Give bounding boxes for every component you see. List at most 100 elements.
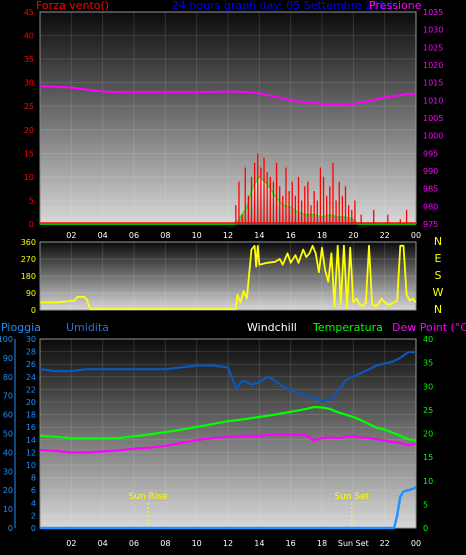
wind-axis-tick: 10 xyxy=(24,173,34,182)
direction-axis-tick: 0 xyxy=(31,306,36,315)
rain-axis-tick: 60 xyxy=(3,411,13,420)
pressure-axis-tick: 1015 xyxy=(423,79,443,88)
pressure-axis-tick: 1020 xyxy=(423,61,443,70)
humidity-axis-tick: 12 xyxy=(26,448,36,457)
wind-axis-tick: 25 xyxy=(24,102,34,111)
pressure-axis-tick: 1005 xyxy=(423,114,443,123)
rain-axis-tick: 20 xyxy=(3,486,13,495)
time-axis-tick: 22 xyxy=(380,231,390,240)
temperature-axis-tick: 15 xyxy=(423,453,433,462)
time-axis-tick: 18 xyxy=(317,231,327,240)
pressure-label: Pressione xyxy=(369,0,422,12)
time-axis-tick: 14 xyxy=(254,231,264,240)
pressure-axis-tick: 1010 xyxy=(423,96,443,105)
compass-label: E xyxy=(435,252,442,265)
wind-axis-tick: 35 xyxy=(24,55,34,64)
wind-pressure-plot-area xyxy=(39,11,417,225)
compass-label: N xyxy=(434,235,442,248)
time-axis-tick: 00 xyxy=(411,231,421,240)
compass-label: S xyxy=(435,269,442,282)
humidity-axis-tick: 6 xyxy=(31,486,36,495)
pressure-axis-tick: 1025 xyxy=(423,43,443,52)
pressure-axis-tick: 1000 xyxy=(423,132,443,141)
humidity-axis-tick: 26 xyxy=(26,360,36,369)
chart-title: 24 hours graph day: 05 Settembre 2013 xyxy=(172,0,393,12)
time-axis-tick: 10 xyxy=(192,539,202,548)
wind-axis-tick: 0 xyxy=(29,220,34,229)
rain-axis-tick: 70 xyxy=(3,392,13,401)
time-axis-tick: 00 xyxy=(411,539,421,548)
humidity-label: Umidita xyxy=(66,321,109,334)
humidity-axis-tick: 30 xyxy=(26,335,36,344)
temperature-line xyxy=(39,405,417,442)
wind-axis-tick: 30 xyxy=(24,79,34,88)
pressure-axis-tick: 995 xyxy=(423,149,438,158)
humidity-axis-tick: 22 xyxy=(26,385,36,394)
time-axis-tick: 02 xyxy=(66,539,76,548)
dewpoint-label: Dew Point (°C) xyxy=(392,321,466,334)
pressure-axis-tick: 975 xyxy=(423,220,438,229)
pressure-axis-tick: 990 xyxy=(423,167,438,176)
wind-direction-line xyxy=(40,244,417,311)
humidity-axis-tick: 8 xyxy=(31,474,36,483)
humidity-line xyxy=(39,351,416,403)
time-axis-tick: 04 xyxy=(98,231,108,240)
wind-axis-tick: 40 xyxy=(24,32,34,41)
dewpoint-line xyxy=(39,433,417,454)
direction-axis-tick: 270 xyxy=(21,255,36,264)
temperature-axis-tick: 25 xyxy=(423,406,433,415)
rain-axis-tick: 0 xyxy=(8,524,13,533)
pressure-axis-tick: 985 xyxy=(423,185,438,194)
wind-axis-tick: 20 xyxy=(24,126,34,135)
pressure-axis-tick: 1030 xyxy=(423,26,443,35)
temperature-axis-tick: 20 xyxy=(423,430,433,439)
time-axis-tick: 18 xyxy=(317,539,327,548)
sunset-label: Sun Set xyxy=(334,492,369,502)
humidity-axis-tick: 2 xyxy=(31,511,36,520)
time-axis-tick: 14 xyxy=(254,539,264,548)
pressure-axis-tick: 1035 xyxy=(423,8,443,17)
compass-label: W xyxy=(433,286,444,299)
humidity-axis-tick: 4 xyxy=(31,499,36,508)
temperature-axis-tick: 30 xyxy=(423,382,433,391)
rain-axis-tick: 10 xyxy=(3,505,13,514)
time-axis-tick: 12 xyxy=(223,231,233,240)
time-axis-tick: 16 xyxy=(286,539,296,548)
humidity-axis-tick: 28 xyxy=(26,348,36,357)
wind-axis-tick: 5 xyxy=(29,196,34,205)
humidity-axis-tick: 0 xyxy=(31,524,36,533)
temperature-axis-tick: 35 xyxy=(423,359,433,368)
time-axis-tick: 06 xyxy=(129,539,139,548)
direction-axis-tick: 90 xyxy=(26,289,36,298)
time-axis-tick: 08 xyxy=(160,231,170,240)
temperature-axis-tick: 0 xyxy=(423,524,428,533)
rain-axis-tick: 40 xyxy=(3,448,13,457)
time-axis-tick: 16 xyxy=(286,231,296,240)
sunrise-label: Sun Rise xyxy=(129,492,168,502)
temperature-axis-tick: 40 xyxy=(423,335,433,344)
rain-axis-tick: 90 xyxy=(3,354,13,363)
windchill-label: Windchill xyxy=(247,321,297,334)
rain-axis-tick: 30 xyxy=(3,467,13,476)
humidity-axis-tick: 14 xyxy=(26,436,36,445)
pressure-line xyxy=(39,85,417,106)
pressure-axis-tick: 980 xyxy=(423,202,438,211)
humidity-axis-tick: 16 xyxy=(26,423,36,432)
rain-line xyxy=(40,486,417,530)
rain-axis-tick: 50 xyxy=(3,430,13,439)
rain-label: Pioggia xyxy=(1,321,41,334)
temperature-axis-tick: 10 xyxy=(423,477,433,486)
time-axis-tick: 04 xyxy=(98,539,108,548)
time-axis-tick: 08 xyxy=(160,539,170,548)
wind-strength-label: Forza vento() xyxy=(36,0,109,12)
humidity-axis-tick: 20 xyxy=(26,398,36,407)
humidity-axis-tick: 18 xyxy=(26,411,36,420)
time-axis-tick: 22 xyxy=(380,539,390,548)
humidity-axis-tick: 24 xyxy=(26,373,36,382)
temperature-label: Temperatura xyxy=(312,321,383,334)
compass-label: N xyxy=(434,303,442,316)
time-axis-tick: 20 xyxy=(348,231,358,240)
time-axis-tick: 06 xyxy=(129,231,139,240)
time-axis-tick: 12 xyxy=(223,539,233,548)
